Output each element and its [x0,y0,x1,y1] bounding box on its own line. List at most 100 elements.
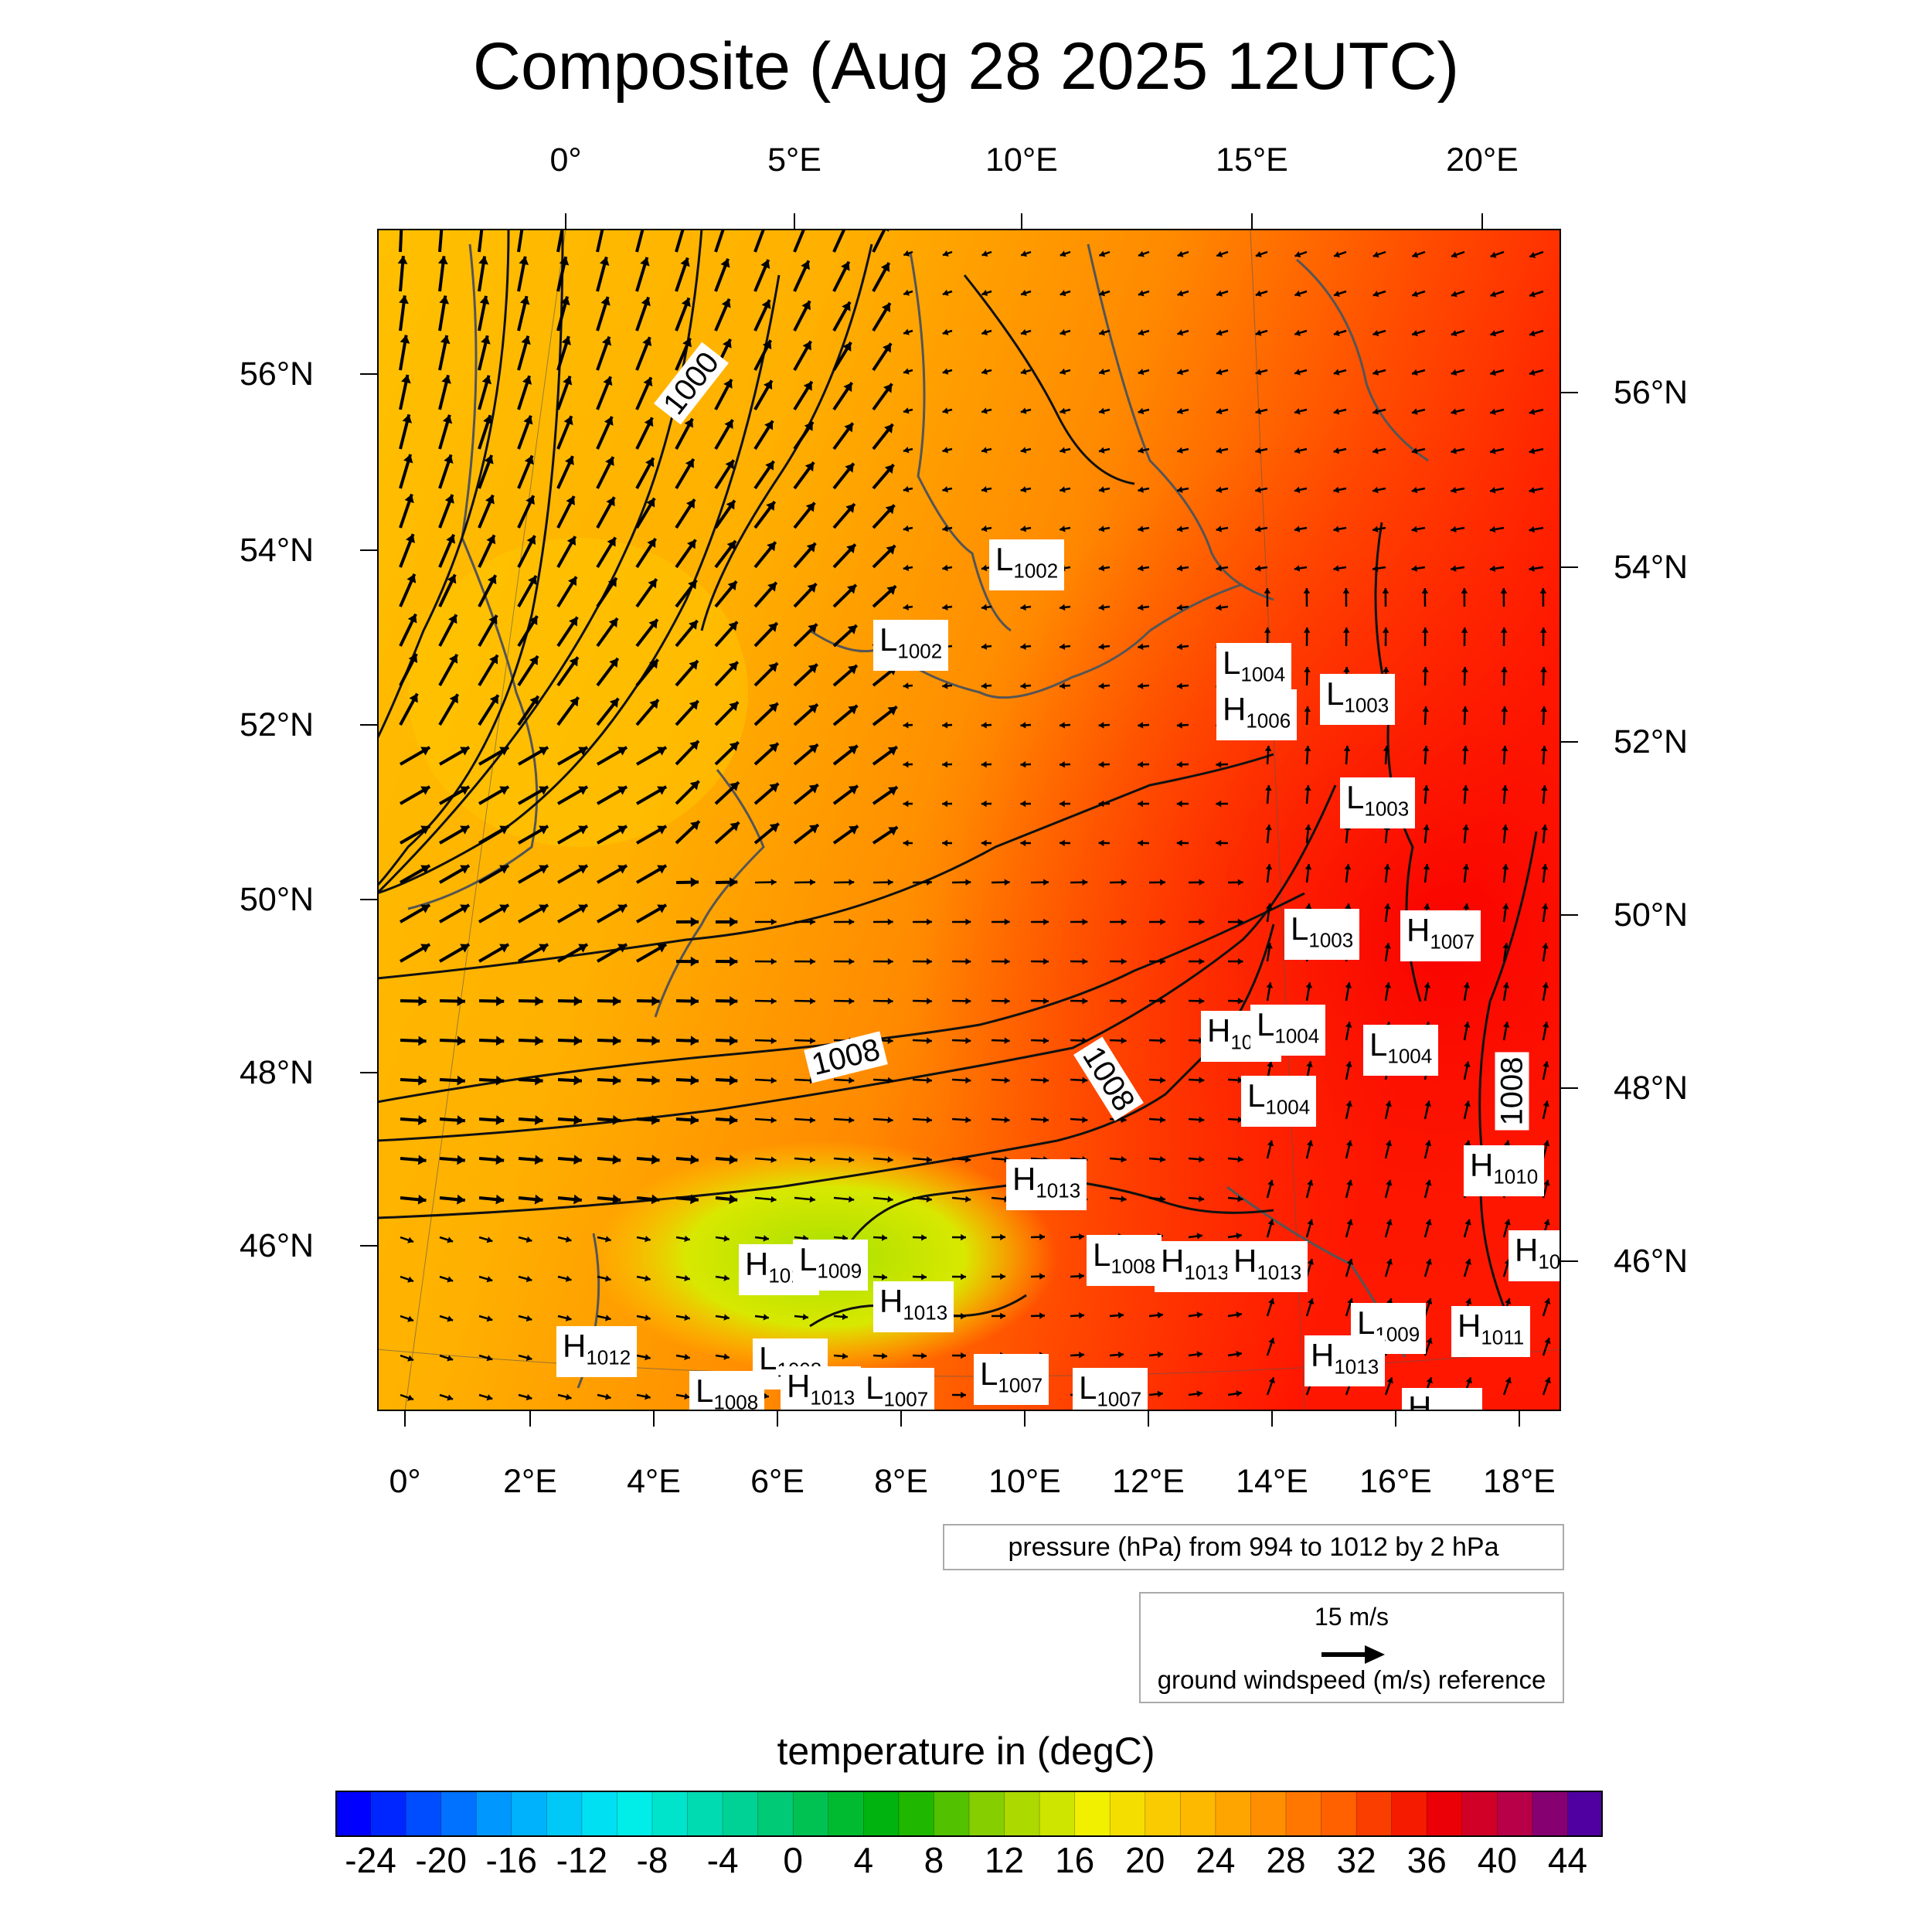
wind-arrow-head [1020,643,1026,650]
wind-arrow-head [1043,1116,1049,1124]
temperature-map[interactable]: 1000 1008 1008 1008 L1002 L1002 L1004 H1… [377,229,1561,1411]
wind-arrow-head [539,944,549,953]
wind-arrow-head [684,418,693,428]
wind-arrow-head [690,1155,699,1165]
wind-arrow-head [770,1077,777,1084]
colorbar-cell [1215,1791,1251,1836]
wind-arrow-head [606,497,615,507]
wind-arrow-head [495,1036,505,1046]
wind-arrow-head [903,328,910,335]
wind-arrow-head [397,256,408,264]
wind-arrow-head [844,423,853,433]
wind-arrow-head [849,825,859,835]
wind-arrow-head [608,617,617,628]
wind-arrow-head [887,1196,893,1203]
wind-arrow-head [447,1355,454,1362]
wind-arrow-head [446,534,456,544]
wind-arrow-head [1138,250,1145,257]
wind-arrow-head [651,1155,660,1165]
wind-arrow-head [684,1393,690,1400]
wind-arrow-head [649,699,658,709]
wind-arrow-head [1541,864,1549,870]
wind-arrow-head [447,1394,454,1401]
wind-arrow-head [1060,604,1066,611]
wind-arrow-head [730,782,739,791]
wind-arrow-head [1345,903,1352,910]
colorbar-label: 20 [1125,1840,1165,1880]
wind-arrow-head [1216,290,1223,297]
wind-arrow-head [723,379,733,389]
wind-arrow-head [1543,1100,1549,1107]
wind-arrow-head [881,1352,887,1359]
wind-arrow-head [651,1075,660,1086]
wind-arrow-head [565,1315,572,1321]
wind-arrow-head [420,747,430,756]
wind-arrow-head [965,1037,971,1044]
wind-arrow-head [460,747,470,756]
wind-arrow-head [485,495,495,505]
wind-arrow-head [642,337,652,347]
wind-arrow-head [1160,998,1165,1005]
wind-arrow-head [1502,864,1509,870]
wind-arrow-head [406,573,417,583]
wind-arrow-head [1043,998,1049,1005]
wind-arrow-head [526,1354,532,1362]
wind-arrow-head [570,697,579,707]
wind-arrow-head [1021,250,1027,257]
wind-arrow-head [769,823,779,833]
wind-arrow-head [927,1037,932,1044]
wind-arrow-head [1138,800,1144,808]
wind-arrow-head [981,368,988,375]
wind-arrow-head [479,295,490,305]
wind-arrow-head [1159,1196,1165,1202]
wind-arrow-head [1502,943,1509,949]
wind-arrow-head [1237,1116,1243,1124]
wind-arrow-head [1345,1022,1352,1028]
wind-arrow-head [1020,800,1026,808]
pressure-center-high: H1012 [556,1326,638,1378]
colorbar-cell [440,1791,477,1836]
wind-arrow-head [1138,564,1144,572]
wind-arrow-head [770,918,777,926]
wind-arrow-head [449,694,458,704]
wind-arrow-head [1304,785,1311,791]
wind-arrow-head [1463,982,1471,988]
colorbar-cell [828,1791,864,1836]
colorbar-cell [1039,1791,1076,1836]
pressure-center-low: L1003 [1320,674,1396,726]
wind-arrow-head [578,944,588,953]
pressure-center-high: H1013 [781,1366,862,1411]
wind-arrow-head [1082,1037,1088,1044]
wind-arrow-head [1082,918,1088,926]
wind-reference-caption: ground windspeed (m/s) reference [1157,1665,1546,1694]
wind-arrow-head [1043,1077,1049,1084]
left-lat-label: 46°N [240,1227,315,1264]
wind-arrow-head [1542,903,1549,910]
wind-arrow-head [1451,251,1458,258]
wind-arrow-head [1411,447,1418,454]
wind-arrow-head [495,996,505,1006]
wind-arrow-head [1121,1037,1127,1044]
wind-arrow-head [409,693,418,703]
wind-arrow-head [1000,1273,1005,1281]
wind-arrow-head [1199,1196,1205,1202]
wind-arrow-head [1345,982,1352,988]
wind-arrow-head [1176,800,1182,808]
wind-arrow-head [486,1355,493,1362]
colorbar-cell [1391,1791,1427,1836]
wind-arrow-head [1078,1273,1084,1280]
isobar-label: 1008 [1495,1052,1529,1131]
wind-arrow-head [1342,628,1350,633]
wind-arrow-head [727,581,737,591]
wind-arrow-head [1505,1377,1512,1384]
wind-arrow-head [1060,250,1066,257]
wind-arrow-head [1386,1377,1393,1384]
wind-arrow-head [848,665,857,675]
wind-arrow-head [1268,1298,1275,1304]
wind-arrow-head [609,698,619,708]
wind-arrow-head [1451,526,1457,533]
wind-arrow-head [841,261,850,271]
wind-arrow-head [1502,785,1509,791]
wind-arrow-head [1020,525,1027,532]
wind-arrow-head [803,381,812,391]
